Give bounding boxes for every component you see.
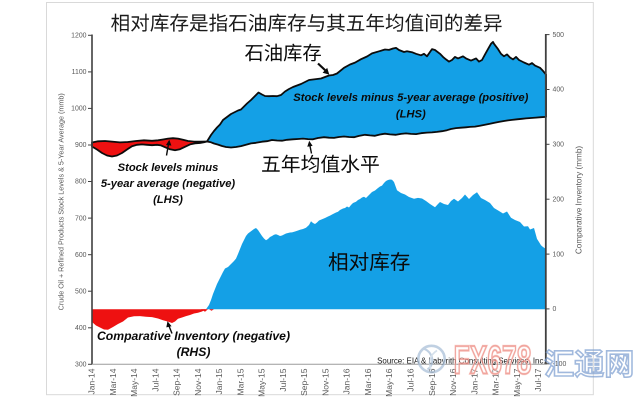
svg-text:Jan-14: Jan-14 <box>87 368 97 394</box>
svg-text:May-14: May-14 <box>129 368 139 397</box>
svg-text:Source: EIA & Labyrith Consult: Source: EIA & Labyrith Consulting Servic… <box>377 357 545 366</box>
svg-text:Jan-16: Jan-16 <box>342 368 352 394</box>
svg-text:(LHS): (LHS) <box>396 109 426 121</box>
svg-text:800: 800 <box>75 179 87 186</box>
svg-text:0: 0 <box>553 306 557 313</box>
svg-text:Stock levels minus: Stock levels minus <box>118 162 219 174</box>
svg-text:Mar-17: Mar-17 <box>491 368 501 395</box>
svg-text:FX678: FX678 <box>454 338 532 383</box>
svg-text:1200: 1200 <box>71 33 86 40</box>
svg-text:100: 100 <box>553 251 565 258</box>
svg-text:5-year average (negative): 5-year average (negative) <box>101 178 236 190</box>
svg-text:Comparative Inventory (negativ: Comparative Inventory (negative) <box>97 329 290 343</box>
svg-text:1100: 1100 <box>72 69 87 76</box>
svg-text:200: 200 <box>553 196 565 203</box>
svg-text:Sep-16: Sep-16 <box>427 368 437 396</box>
svg-text:500: 500 <box>75 288 87 295</box>
svg-text:600: 600 <box>75 252 87 259</box>
svg-text:400: 400 <box>75 325 87 332</box>
svg-text:Jul-17: Jul-17 <box>533 368 543 391</box>
svg-text:Sep-14: Sep-14 <box>172 368 182 396</box>
svg-text:1000: 1000 <box>71 106 86 113</box>
svg-text:Jul-15: Jul-15 <box>278 368 288 391</box>
svg-text:May-15: May-15 <box>257 368 267 397</box>
svg-text:Stock levels minus 5-year aver: Stock levels minus 5-year average (posit… <box>293 92 528 104</box>
svg-text:Mar-14: Mar-14 <box>108 368 118 395</box>
svg-text:Nov-16: Nov-16 <box>448 368 458 396</box>
svg-text:(LHS): (LHS) <box>153 194 183 206</box>
svg-text:Nov-14: Nov-14 <box>193 368 203 396</box>
svg-text:Comparative Inventory (mmb): Comparative Inventory (mmb) <box>575 146 584 255</box>
svg-text:FX678: FX678 <box>454 338 532 383</box>
svg-text:Jul-14: Jul-14 <box>150 368 160 391</box>
svg-text:900: 900 <box>75 142 87 149</box>
svg-text:400: 400 <box>553 87 565 94</box>
svg-text:(RHS): (RHS) <box>177 345 211 359</box>
svg-text:Jan-15: Jan-15 <box>214 368 224 394</box>
svg-text:700: 700 <box>75 215 87 222</box>
svg-text:500: 500 <box>553 32 565 39</box>
svg-text:Nov-15: Nov-15 <box>320 368 330 396</box>
svg-text:Jan-17: Jan-17 <box>469 368 479 394</box>
svg-text:-100: -100 <box>553 361 567 368</box>
svg-text:Jul-16: Jul-16 <box>406 368 416 391</box>
svg-text:May-16: May-16 <box>384 368 394 397</box>
svg-text:Sep-15: Sep-15 <box>299 368 309 396</box>
svg-text:300: 300 <box>75 362 87 369</box>
svg-text:300: 300 <box>553 142 565 149</box>
svg-text:Crude Oil + Refined Products S: Crude Oil + Refined Products Stock Level… <box>57 93 66 310</box>
svg-text:Mar-15: Mar-15 <box>235 368 245 395</box>
svg-text:May-17: May-17 <box>512 368 522 397</box>
svg-text:Mar-16: Mar-16 <box>363 368 373 395</box>
